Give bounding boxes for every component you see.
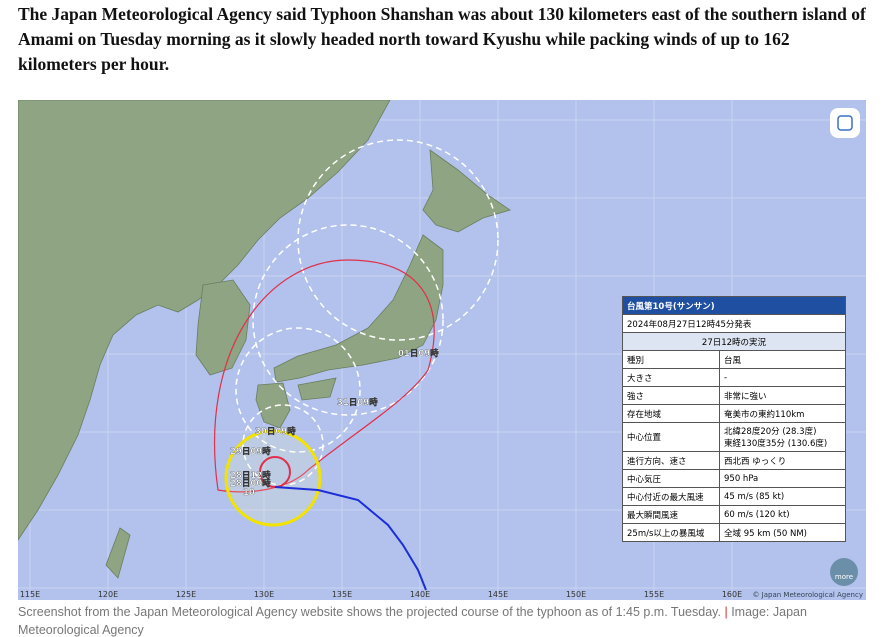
copyright: © Japan Meteorological Agency [752,591,863,599]
longitude-label: 155E [644,590,664,599]
info-row: 中心位置 北緯28度20分 (28.3度) 東経130度35分 (130.6度) [622,422,846,452]
forecast-label: 30日09時 [255,426,296,437]
info-value: 全域 95 km (50 NM) [719,523,846,542]
info-row: 中心気圧 950 hPa [622,469,846,488]
info-key: 最大瞬間風速 [622,505,720,524]
info-value-line: 全域 95 km (50 NM) [724,528,807,539]
info-title: 台風第10号(サンサン) [622,296,846,315]
caption-text: Screenshot from the Japan Meteorological… [18,605,721,619]
caption-separator: | [724,605,728,619]
screenshot-button[interactable] [830,108,860,138]
info-row: 25m/s以上の暴風域 全域 95 km (50 NM) [622,523,846,542]
more-button[interactable] [830,558,858,586]
longitude-label: 130E [254,590,274,599]
longitude-label: 150E [566,590,586,599]
info-value: 950 hPa [719,469,846,488]
info-value-line: 非常に強い [724,391,767,402]
info-value: 60 m/s (120 kt) [719,505,846,524]
info-table: 台風第10号(サンサン) 2024年08月27日12時45分発表 27日12時の… [622,296,846,542]
info-value-line: 西北西 ゆっくり [724,456,787,467]
info-value: 台風 [719,350,846,369]
info-row: 進行方向、速さ 西北西 ゆっくり [622,451,846,470]
more-label: more [835,573,853,581]
info-value-line: 東経130度35分 (130.6度) [724,439,828,449]
forecast-label: 29日09時 [230,446,271,457]
info-value: 北緯28度20分 (28.3度) 東経130度35分 (130.6度) [719,422,846,452]
info-key: 25m/s以上の暴風域 [622,523,720,542]
info-value-line: 奄美市の東約110km [724,409,805,420]
caption: Screenshot from the Japan Meteorological… [18,603,868,637]
info-value: - [719,368,846,387]
longitude-label: 125E [176,590,196,599]
info-value-line: - [724,372,728,383]
info-row: 大きさ - [622,368,846,387]
info-key: 進行方向、速さ [622,451,720,470]
info-key: 種別 [622,350,720,369]
longitude-label: 135E [332,590,352,599]
forecast-label: 10 [243,488,255,498]
longitude-label: 115E [20,590,40,599]
forecast-label: 01日09時 [398,348,439,359]
info-value: 西北西 ゆっくり [719,451,846,470]
info-key: 中心位置 [622,422,720,452]
info-row: 種別 台風 [622,350,846,369]
forecast-label: 28日12時 [230,470,271,481]
forecast-label: 28日00時 [230,478,271,489]
info-row: 中心付近の最大風速 45 m/s (85 kt) [622,487,846,506]
land [18,100,511,579]
info-value-line: 北緯28度20分 (28.3度) [724,427,817,437]
info-value-line: 台風 [724,355,742,366]
longitude-label: 145E [488,590,508,599]
info-key: 存在地域 [622,404,720,423]
info-value-line: 45 m/s (85 kt) [724,491,785,502]
info-key: 中心付近の最大風速 [622,487,720,506]
info-value-line: 60 m/s (120 kt) [724,509,790,520]
info-key: 中心気圧 [622,469,720,488]
info-key: 強さ [622,386,720,405]
info-row: 強さ 非常に強い [622,386,846,405]
longitude-label: 140E [410,590,430,599]
info-value: 非常に強い [719,386,846,405]
info-row: 存在地域 奄美市の東約110km [622,404,846,423]
longitude-label: 160E [722,590,742,599]
longitude-label: 120E [98,590,118,599]
info-value-line: 950 hPa [724,473,759,484]
info-issued: 2024年08月27日12時45分発表 [622,314,846,333]
info-value: 奄美市の東約110km [719,404,846,423]
info-key: 大きさ [622,368,720,387]
article-text: The Japan Meteorological Agency said Typ… [18,4,866,74]
caption-credit: Image: Japan Meteorological Agency [18,605,807,637]
info-row: 最大瞬間風速 60 m/s (120 kt) [622,505,846,524]
info-value: 45 m/s (85 kt) [719,487,846,506]
info-status: 27日12時の実況 [622,332,846,351]
forecast-label: 31日09時 [337,397,378,408]
